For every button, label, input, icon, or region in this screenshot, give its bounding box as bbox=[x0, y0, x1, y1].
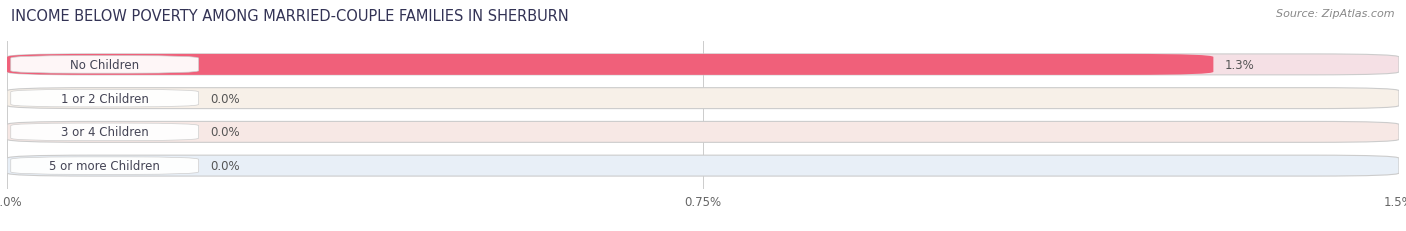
Text: 1 or 2 Children: 1 or 2 Children bbox=[60, 92, 149, 105]
FancyBboxPatch shape bbox=[7, 155, 1399, 176]
FancyBboxPatch shape bbox=[11, 90, 198, 107]
Text: INCOME BELOW POVERTY AMONG MARRIED-COUPLE FAMILIES IN SHERBURN: INCOME BELOW POVERTY AMONG MARRIED-COUPL… bbox=[11, 9, 569, 24]
FancyBboxPatch shape bbox=[7, 55, 1213, 76]
Text: 0.0%: 0.0% bbox=[209, 159, 239, 172]
FancyBboxPatch shape bbox=[11, 157, 198, 175]
Text: No Children: No Children bbox=[70, 59, 139, 72]
Text: 0.0%: 0.0% bbox=[209, 92, 239, 105]
FancyBboxPatch shape bbox=[11, 124, 198, 141]
FancyBboxPatch shape bbox=[7, 88, 1399, 109]
Text: 5 or more Children: 5 or more Children bbox=[49, 159, 160, 172]
Text: 1.3%: 1.3% bbox=[1225, 59, 1254, 72]
FancyBboxPatch shape bbox=[7, 55, 1399, 76]
Text: 3 or 4 Children: 3 or 4 Children bbox=[60, 126, 149, 139]
FancyBboxPatch shape bbox=[7, 122, 1399, 143]
Text: Source: ZipAtlas.com: Source: ZipAtlas.com bbox=[1277, 9, 1395, 19]
Text: 0.0%: 0.0% bbox=[209, 126, 239, 139]
FancyBboxPatch shape bbox=[11, 56, 198, 74]
